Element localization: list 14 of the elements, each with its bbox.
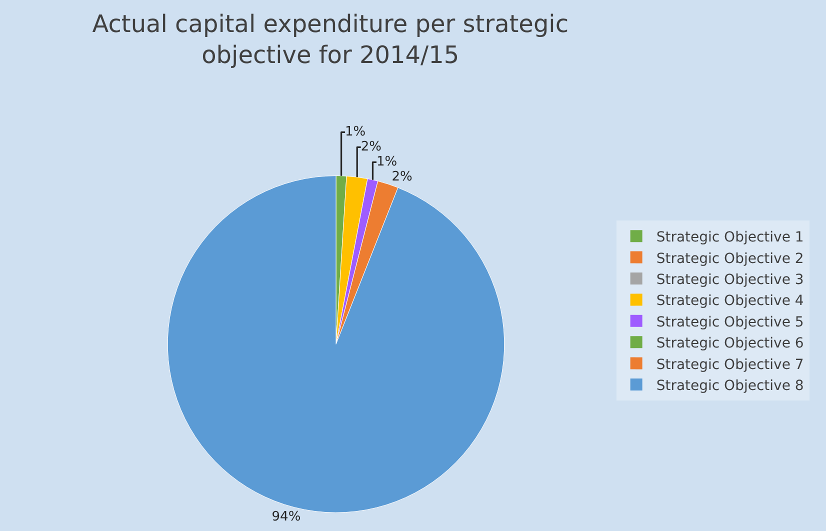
- data-label: 2%: [360, 140, 382, 155]
- legend-label: Strategic Objective 7: [656, 356, 804, 373]
- legend-label: Strategic Objective 4: [656, 293, 804, 310]
- chart-title: Actual capital expenditure per strategic objective for 2014/15: [92, 10, 569, 70]
- legend-label: Strategic Objective 3: [656, 272, 804, 288]
- legend-label: Strategic Objective 5: [656, 314, 804, 330]
- legend-label: Strategic Objective 2: [656, 250, 804, 267]
- legend-label: Strategic Objective 6: [656, 336, 804, 352]
- legend-label: Strategic Objective 8: [656, 378, 804, 394]
- data-label: 1%: [376, 154, 398, 170]
- data-label: 1%: [345, 124, 366, 140]
- data-label: 94%: [272, 509, 301, 524]
- legend-label: Strategic Objective 1: [656, 230, 804, 246]
- data-label: 2%: [392, 170, 412, 185]
